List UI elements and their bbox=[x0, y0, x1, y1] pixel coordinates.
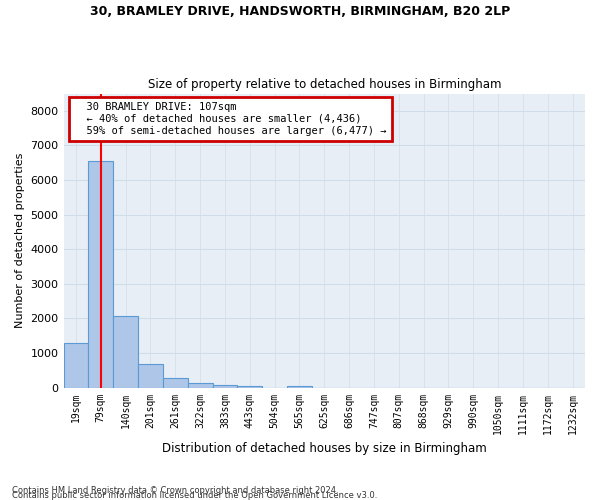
Bar bbox=[238, 386, 262, 388]
Bar bbox=[88, 160, 113, 388]
Bar bbox=[287, 386, 312, 388]
Bar bbox=[188, 383, 212, 388]
Title: Size of property relative to detached houses in Birmingham: Size of property relative to detached ho… bbox=[148, 78, 501, 91]
Bar bbox=[64, 342, 88, 388]
Bar bbox=[163, 378, 188, 388]
Text: 30 BRAMLEY DRIVE: 107sqm
  ← 40% of detached houses are smaller (4,436)
  59% of: 30 BRAMLEY DRIVE: 107sqm ← 40% of detach… bbox=[74, 102, 386, 136]
Bar bbox=[138, 364, 163, 388]
Text: Contains HM Land Registry data © Crown copyright and database right 2024.: Contains HM Land Registry data © Crown c… bbox=[12, 486, 338, 495]
X-axis label: Distribution of detached houses by size in Birmingham: Distribution of detached houses by size … bbox=[162, 442, 487, 455]
Text: Contains public sector information licensed under the Open Government Licence v3: Contains public sector information licen… bbox=[12, 491, 377, 500]
Bar bbox=[113, 316, 138, 388]
Bar bbox=[212, 384, 238, 388]
Text: 30, BRAMLEY DRIVE, HANDSWORTH, BIRMINGHAM, B20 2LP: 30, BRAMLEY DRIVE, HANDSWORTH, BIRMINGHA… bbox=[90, 5, 510, 18]
Y-axis label: Number of detached properties: Number of detached properties bbox=[15, 153, 25, 328]
